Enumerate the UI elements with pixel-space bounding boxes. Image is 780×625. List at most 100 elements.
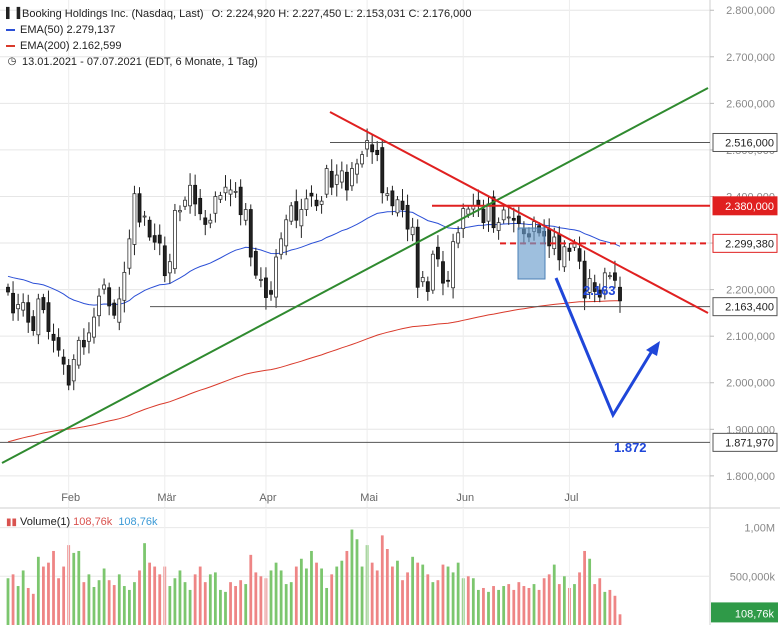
candle-body xyxy=(117,298,122,323)
candle xyxy=(395,196,400,217)
candle-body xyxy=(21,302,26,311)
volume-bar xyxy=(451,572,455,625)
volume-bar xyxy=(97,580,101,625)
projection-label-2163: 2.163 xyxy=(583,283,616,298)
volume-bar xyxy=(385,549,389,625)
candle-body xyxy=(218,195,223,200)
volume-bar xyxy=(77,550,81,625)
candle xyxy=(172,203,177,274)
drawing-overlay: 2.163 1.872 xyxy=(0,87,710,464)
price-box-2516-text: 2.516,000 xyxy=(725,137,774,149)
volume-bar xyxy=(380,535,384,625)
volume-bar xyxy=(87,574,91,625)
candle-body xyxy=(183,199,187,207)
volume-bar xyxy=(82,582,86,625)
candle xyxy=(218,191,223,204)
candle xyxy=(405,194,410,242)
candle-body xyxy=(299,209,304,227)
volume-bar xyxy=(193,574,197,625)
candle xyxy=(360,150,364,168)
volume-bar xyxy=(122,586,126,625)
candle-body xyxy=(516,215,521,224)
volume-bar xyxy=(36,556,40,625)
candle-body xyxy=(127,238,132,269)
volume-bar xyxy=(47,562,50,625)
volume-bar xyxy=(229,582,232,625)
candle xyxy=(304,189,309,217)
candle xyxy=(587,269,592,299)
candle xyxy=(203,209,208,236)
candle xyxy=(516,206,521,231)
candle xyxy=(167,253,172,284)
volume-bar xyxy=(305,568,308,625)
candle xyxy=(228,179,233,207)
candle-body xyxy=(279,238,284,255)
month-label: Jul xyxy=(564,492,578,504)
candle-body xyxy=(390,190,395,207)
candle xyxy=(390,185,395,216)
candle-body xyxy=(501,209,506,221)
candle xyxy=(577,236,582,270)
candle xyxy=(56,328,61,357)
candle-body xyxy=(157,234,162,244)
chart-legend: ▌▐ Booking Holdings Inc. (Nasdaq, Last) … xyxy=(6,6,472,70)
candle-body xyxy=(36,298,41,336)
candle-body xyxy=(491,196,496,229)
candle-body xyxy=(56,337,61,351)
candle-body xyxy=(420,277,425,283)
volume-bar xyxy=(416,562,420,625)
volume-bar xyxy=(401,580,404,625)
candle-body xyxy=(446,279,450,282)
candle-body xyxy=(152,235,157,243)
candle-body xyxy=(92,316,96,338)
candle-body xyxy=(370,144,375,153)
clock-icon: ◷ xyxy=(7,56,17,67)
candle-body xyxy=(506,216,511,219)
candle xyxy=(491,190,496,233)
candle-body xyxy=(339,170,344,183)
volume-bar xyxy=(502,586,506,625)
volume-legend: ▮▮ Volume(1) 108,76k 108,76k xyxy=(6,516,157,528)
candle xyxy=(415,219,420,299)
volume-value-box-text: 108,76k xyxy=(735,608,775,620)
candle xyxy=(258,267,263,288)
candle xyxy=(400,189,405,218)
price-tick-label: 2.000,000 xyxy=(726,378,775,390)
candle-body xyxy=(41,297,46,311)
volume-bar xyxy=(396,560,399,625)
price-tick-label: 2.800,000 xyxy=(726,5,775,17)
volume-bar xyxy=(355,539,359,625)
candle xyxy=(299,198,304,238)
candle-body xyxy=(592,282,597,292)
volume-value-primary: 108,76k xyxy=(73,516,113,528)
month-label: Apr xyxy=(259,492,276,504)
candle-body xyxy=(253,251,258,276)
volume-bar xyxy=(375,570,379,625)
candle xyxy=(162,236,167,283)
candle xyxy=(132,185,137,256)
volume-bar xyxy=(578,572,581,625)
legend-range-row: ◷ 13.01.2021 - 07.07.2021 (EDT, 6 Monate… xyxy=(6,54,472,70)
candle xyxy=(243,203,248,226)
legend-ema200-row: EMA(200) 2.162,599 xyxy=(6,38,472,54)
volume-bar xyxy=(72,552,76,625)
candle xyxy=(36,293,41,345)
volume-bar xyxy=(52,550,55,625)
candle xyxy=(11,281,15,321)
price-box-2516: 2.516,000 xyxy=(712,132,778,152)
price-panel-bg xyxy=(0,0,780,508)
candle xyxy=(314,193,319,211)
candle-body xyxy=(71,359,76,382)
candle-body xyxy=(61,356,66,365)
vol-tick-label: 500,000k xyxy=(730,571,776,583)
volume-bar xyxy=(173,578,177,625)
volume-bar xyxy=(224,591,227,625)
candle-body xyxy=(289,205,294,222)
volume-value-box-bg xyxy=(711,602,778,623)
volume-bar xyxy=(133,582,136,625)
candle xyxy=(46,290,51,340)
volume-bar xyxy=(562,576,566,625)
volume-bar xyxy=(92,587,96,625)
price-box-2380: 2.380,000 xyxy=(712,196,778,216)
